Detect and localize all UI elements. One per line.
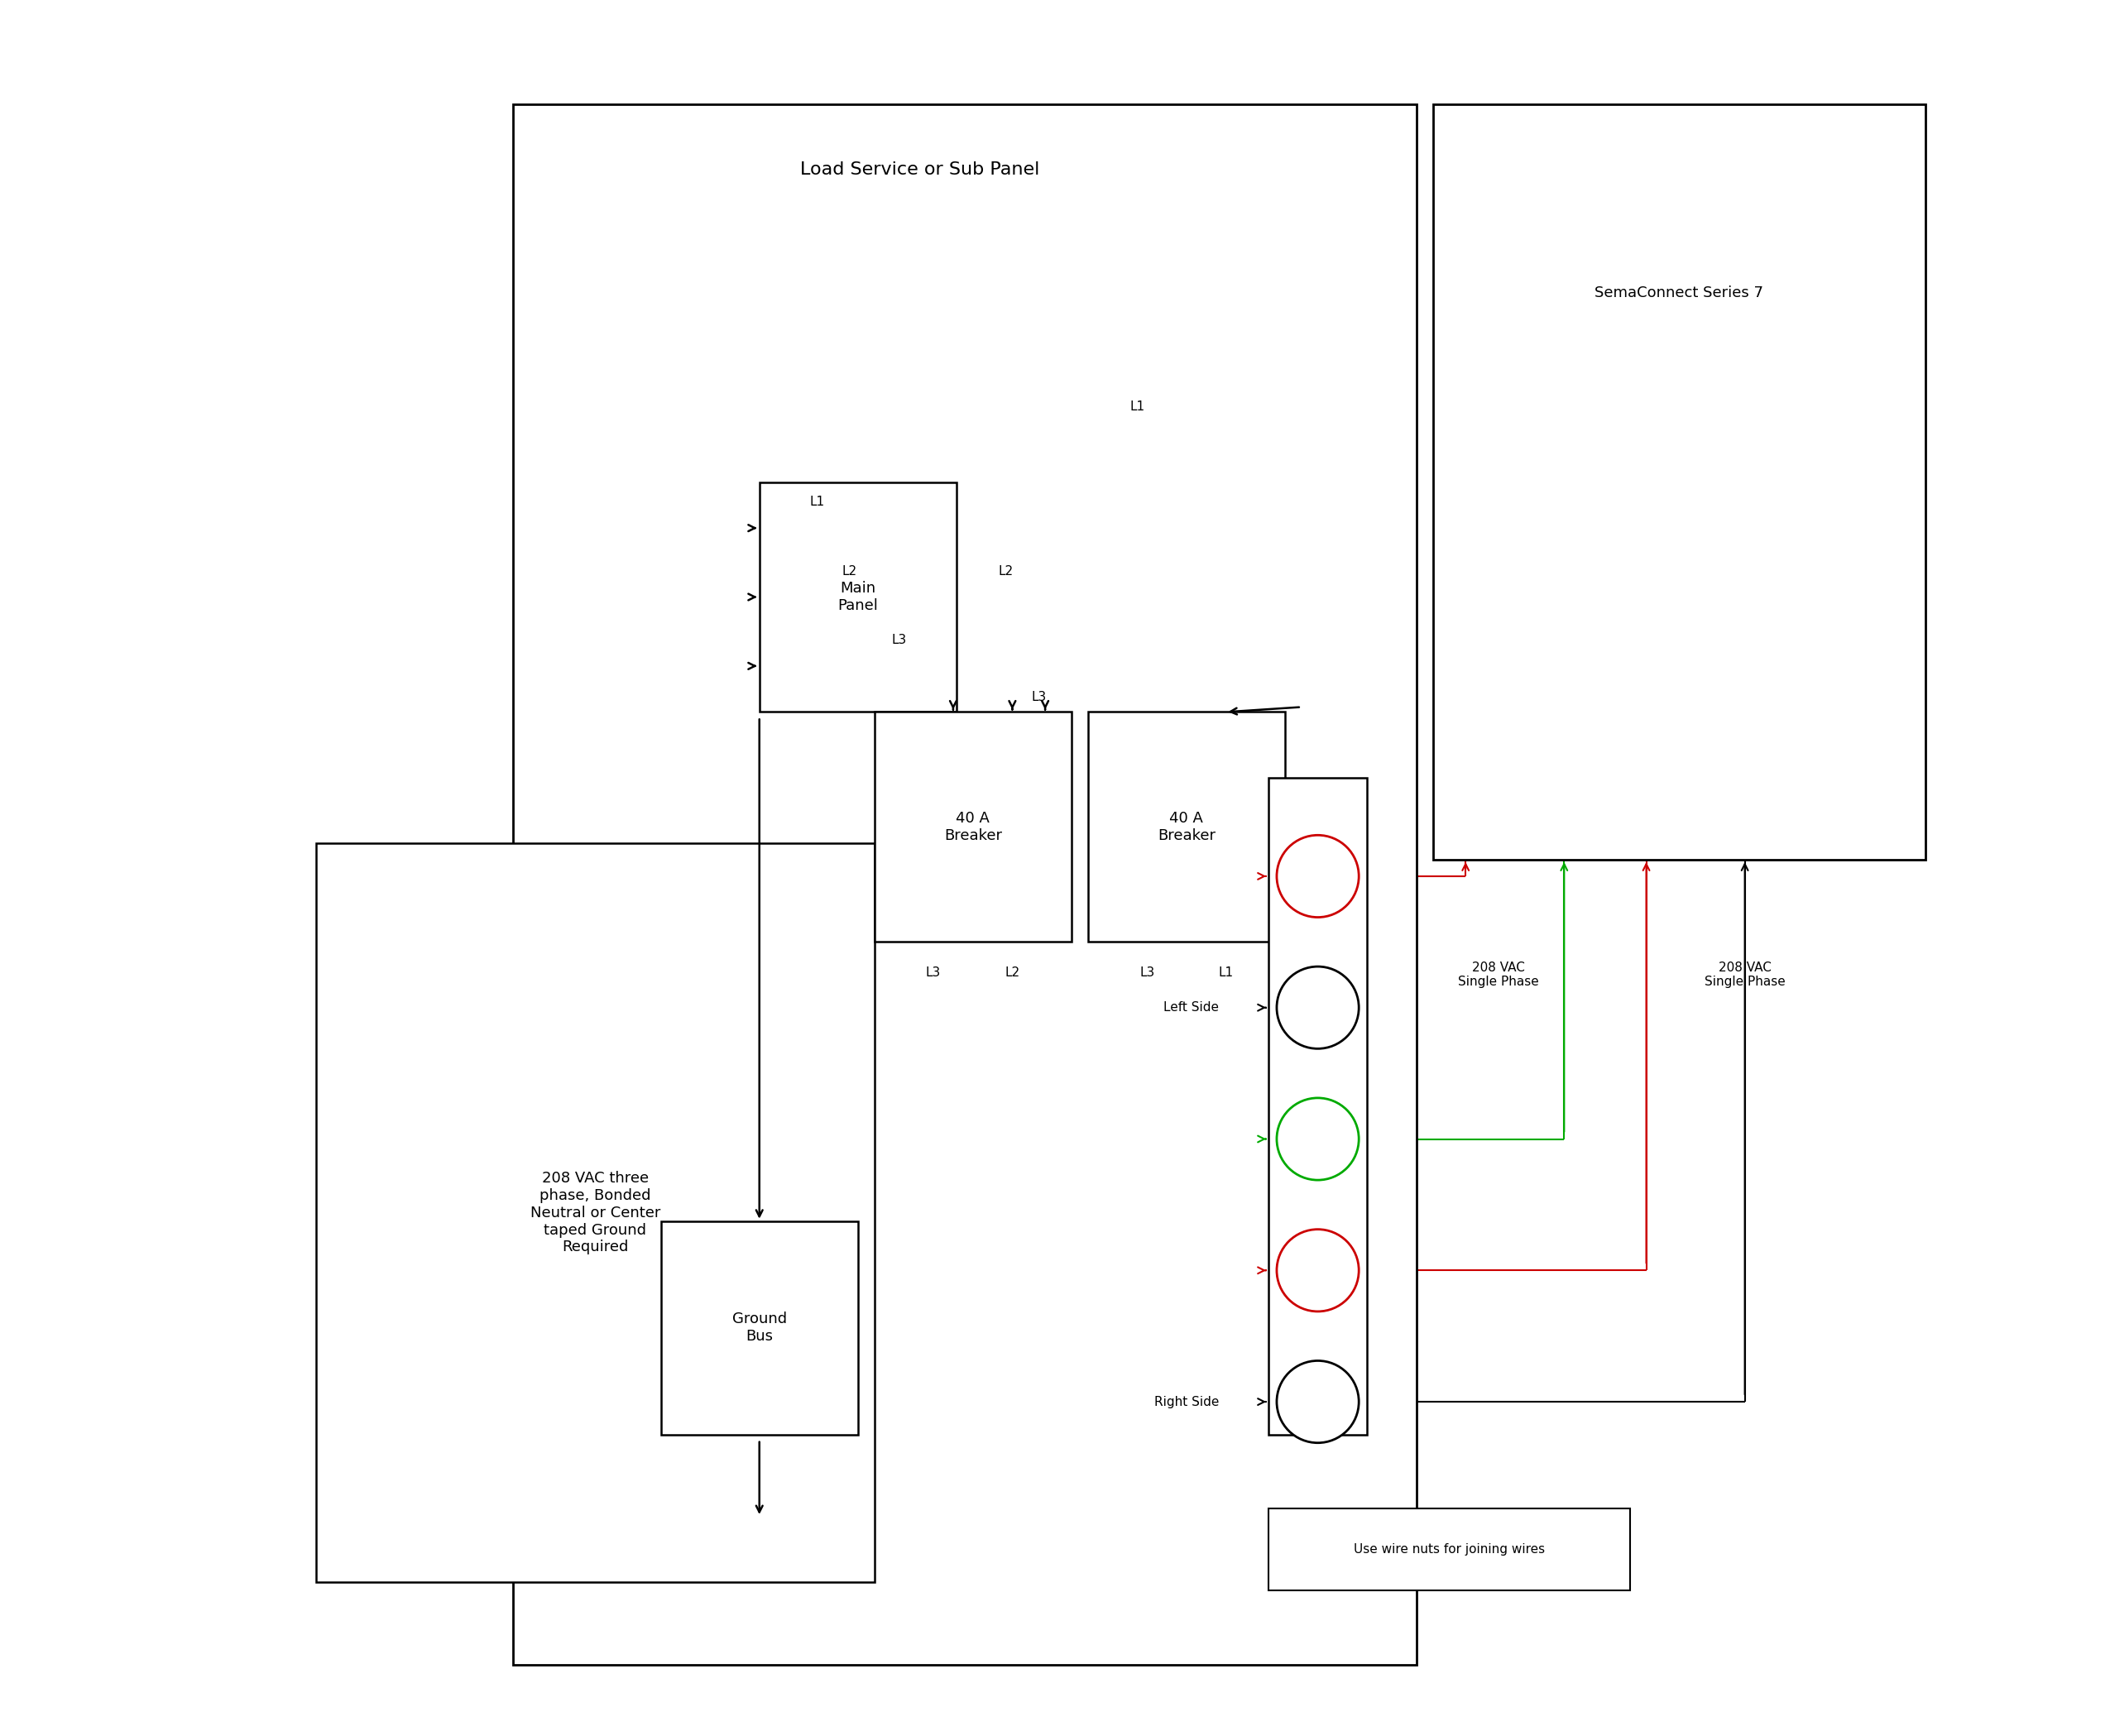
Text: L1: L1 — [1129, 401, 1144, 413]
Text: 208 VAC three
phase, Bonded
Neutral or Center
taped Ground
Required: 208 VAC three phase, Bonded Neutral or C… — [530, 1172, 660, 1255]
Text: Right Side: Right Side — [1154, 1396, 1220, 1408]
Bar — [1089, 712, 1285, 943]
Bar — [1268, 778, 1367, 1434]
Circle shape — [1277, 1097, 1359, 1180]
Text: L2: L2 — [1004, 967, 1019, 979]
Text: Use wire nuts for joining wires: Use wire nuts for joining wires — [1353, 1543, 1545, 1555]
Bar — [1268, 1509, 1629, 1590]
Bar — [660, 1220, 859, 1434]
Text: L3: L3 — [1032, 691, 1047, 703]
Text: L2: L2 — [842, 564, 857, 578]
Circle shape — [1277, 967, 1359, 1049]
Bar — [1433, 104, 1926, 859]
Text: Ground
Bus: Ground Bus — [732, 1312, 787, 1344]
Text: SemaConnect Series 7: SemaConnect Series 7 — [1595, 286, 1764, 300]
Bar — [513, 104, 1416, 1665]
Text: 40 A
Breaker: 40 A Breaker — [943, 811, 1002, 844]
Circle shape — [1277, 835, 1359, 917]
Text: L1: L1 — [1217, 967, 1234, 979]
Text: Main
Panel: Main Panel — [838, 582, 878, 613]
Text: L2: L2 — [998, 564, 1013, 578]
Text: L3: L3 — [890, 634, 907, 646]
Circle shape — [1277, 1229, 1359, 1311]
Text: L3: L3 — [926, 967, 941, 979]
Bar — [760, 483, 956, 712]
Text: L1: L1 — [810, 496, 825, 509]
Text: 40 A
Breaker: 40 A Breaker — [1158, 811, 1215, 844]
Text: 208 VAC
Single Phase: 208 VAC Single Phase — [1458, 962, 1538, 988]
Text: Load Service or Sub Panel: Load Service or Sub Panel — [800, 161, 1040, 179]
Text: L3: L3 — [1139, 967, 1154, 979]
Bar — [316, 844, 874, 1583]
Text: Left Side: Left Side — [1165, 1002, 1220, 1014]
Bar — [874, 712, 1072, 943]
Text: 208 VAC
Single Phase: 208 VAC Single Phase — [1705, 962, 1785, 988]
Circle shape — [1277, 1361, 1359, 1443]
